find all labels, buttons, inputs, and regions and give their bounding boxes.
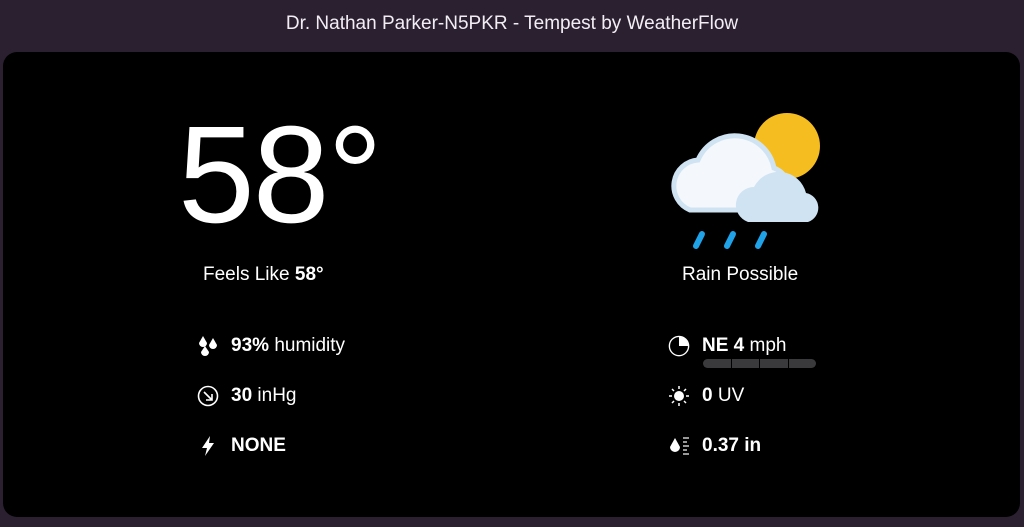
wind-stat: NE 4 mph (668, 335, 787, 357)
wind-value: NE 4 (702, 335, 745, 356)
pressure-unit: inHg (257, 385, 297, 406)
feels-like: Feels Like 58° (203, 264, 324, 286)
wind-unit: mph (749, 335, 787, 356)
rain-value: 0.37 in (702, 435, 762, 456)
condition-label: Rain Possible (682, 264, 799, 285)
weather-panel (3, 52, 1020, 517)
lightning-stat: NONE (197, 435, 286, 457)
feels-like-label: Feels Like (203, 264, 290, 285)
rain-gauge-icon (668, 435, 690, 457)
rain-stat: 0.37 in (668, 435, 761, 457)
pressure-value: 30 (231, 385, 253, 406)
uv-stat: 0 UV (668, 385, 744, 407)
current-temperature: 58° (178, 98, 383, 252)
lightning-icon (197, 435, 219, 457)
lightning-value: NONE (231, 435, 286, 456)
sun-icon (668, 385, 690, 407)
feels-like-value: 58° (294, 264, 324, 285)
humidity-drops-icon (197, 335, 219, 357)
pressure-stat: 30 inHg (197, 385, 297, 407)
uv-unit: UV (717, 385, 745, 406)
partly-cloudy-rain-icon (671, 113, 820, 249)
pressure-trend-down-icon (197, 385, 219, 407)
wind-direction-icon (668, 335, 690, 357)
wind-speed-bar (703, 359, 816, 368)
window-title: Dr. Nathan Parker-N5PKR - Tempest by Wea… (285, 13, 739, 34)
window-title-bar: Dr. Nathan Parker-N5PKR - Tempest by Wea… (0, 0, 1024, 48)
humidity-unit: humidity (274, 335, 346, 356)
uv-value: 0 (702, 385, 713, 406)
humidity-value: 93% (231, 335, 270, 356)
humidity-stat: 93% humidity (197, 335, 345, 357)
